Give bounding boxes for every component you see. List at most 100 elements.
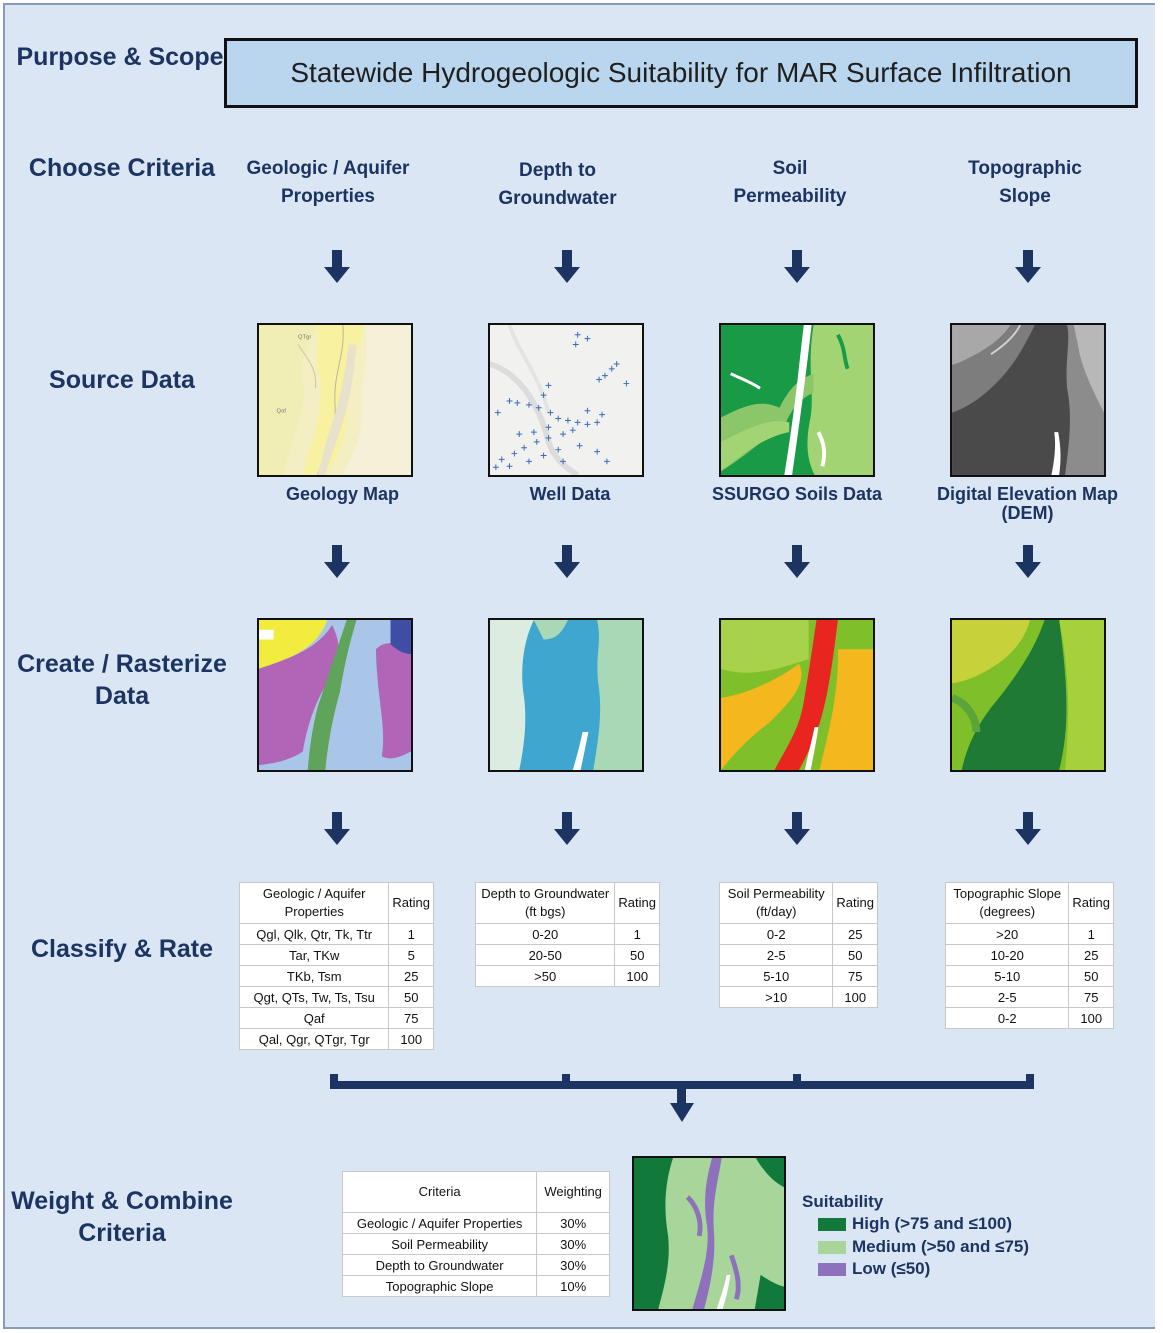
well-marker: [623, 380, 630, 387]
table-cell: 75: [832, 965, 878, 987]
well-data-thumbnail: [488, 323, 644, 477]
well-markers: [492, 331, 630, 471]
step-purpose-scope: Purpose & Scope: [16, 43, 224, 71]
table-row: 0-2 25: [718, 923, 878, 945]
slope-rating-table: Topographic Slope (degrees) Rating >20 1 10-…: [944, 882, 1114, 1029]
well-marker: [560, 458, 566, 465]
well-marker: [584, 421, 591, 428]
well-marker: [565, 417, 571, 424]
well-marker: [535, 404, 542, 411]
well-marker: [521, 444, 528, 451]
source-geology-caption: Geology Map: [285, 484, 399, 504]
table-row: 10-20 25: [944, 944, 1114, 966]
table-cell: 5-10: [718, 965, 834, 987]
well-marker: [526, 401, 532, 408]
table-header-row: Depth to Groundwater (ft bgs) Rating: [474, 882, 660, 924]
well-marker: [572, 341, 579, 348]
well-marker: [494, 409, 501, 416]
well-marker: [596, 376, 603, 383]
source-dem-caption: Digital Elevation Map (DEM): [936, 484, 1119, 523]
well-marker: [613, 361, 620, 367]
table-cell: 2-5: [944, 986, 1070, 1008]
legend-label-high: High (>75 and ≤100): [852, 1214, 1013, 1233]
table-row: 2-5 50: [718, 944, 878, 966]
table-cell: 0-2: [718, 923, 834, 945]
geology-rating-table: Geologic / Aquifer Properties Rating Qgl, …: [238, 882, 434, 1050]
geo-map-label-a: QTgr: [298, 335, 311, 341]
table-cell: 50: [614, 944, 660, 966]
table-cell: Depth to Groundwater: [341, 1254, 538, 1276]
legend-swatch-medium: [818, 1240, 846, 1254]
source-well-caption: Well Data: [529, 484, 611, 504]
well-marker: [576, 442, 583, 449]
table-header-cell: Weighting: [536, 1171, 610, 1213]
well-marker: [569, 427, 576, 434]
well-marker: [599, 411, 605, 418]
table-header-cell: Rating: [832, 882, 878, 924]
soil-rating-table: Soil Permeability (ft/day) Rating 0-2 25 2-5…: [718, 882, 878, 1008]
well-marker: [498, 456, 505, 463]
legend-label-medium: Medium (>50 and ≤75): [852, 1237, 1030, 1256]
title-box: Statewide Hydrogeologic Suitability for …: [224, 38, 1138, 108]
table-cell: 30%: [536, 1233, 610, 1255]
table-cell: 30%: [536, 1212, 610, 1234]
well-marker: [594, 448, 601, 455]
geology-map-thumbnail: QTgr Qaf: [257, 323, 413, 477]
well-marker: [594, 419, 601, 426]
table-cell: 0-20: [474, 923, 616, 945]
table-row: Qgl, Qlk, Qtr, Tk, Ttr 1: [238, 923, 434, 945]
table-cell: 100: [614, 965, 660, 987]
step-weight-combine: Weight & Combine Criteria: [11, 1187, 233, 1247]
well-marker: [516, 431, 523, 438]
table-cell: 10%: [536, 1275, 610, 1297]
table-cell: 1: [614, 923, 660, 945]
depth-raster-thumbnail: [488, 618, 644, 772]
table-header-row: Geologic / Aquifer Properties Rating: [238, 882, 434, 924]
table-header-cell: Soil Permeability (ft/day): [718, 882, 834, 924]
well-marker: [547, 409, 554, 416]
well-marker: [506, 398, 513, 404]
well-marker: [560, 431, 566, 438]
step-create-rasterize: Create / Rasterize Data: [17, 650, 227, 710]
table-header-row: Criteria Weighting: [341, 1171, 610, 1213]
well-marker: [584, 335, 591, 342]
table-cell: 25: [1068, 944, 1114, 966]
legend-swatch-low: [818, 1262, 846, 1276]
depth-rating-table: Depth to Groundwater (ft bgs) Rating 0-20 1…: [474, 882, 660, 987]
table-cell: 100: [832, 986, 878, 1008]
table-row: 20-50 50: [474, 944, 660, 966]
table-header-cell: Rating: [388, 882, 434, 924]
well-marker: [540, 392, 547, 399]
table-cell: >20: [944, 923, 1070, 945]
combine-connector: [330, 1074, 1034, 1122]
table-cell: Qgl, Qlk, Qtr, Tk, Ttr: [238, 923, 390, 945]
table-row: >50 100: [474, 965, 660, 987]
table-cell: 2-5: [718, 944, 834, 966]
well-marker: [545, 424, 552, 431]
table-header-row: Topographic Slope (degrees) Rating: [944, 882, 1114, 924]
table-row: Tar, TKw 5: [238, 944, 434, 966]
table-header-cell: Rating: [614, 882, 660, 924]
slope-raster-thumbnail: [950, 618, 1106, 772]
dem-thumbnail: [950, 323, 1106, 477]
well-marker: [574, 419, 581, 426]
criterion-soil: Soil Permeability: [733, 158, 847, 207]
criterion-geologic: Geologic / Aquifer Properties: [246, 158, 410, 207]
table-row: Qaf 75: [238, 1007, 434, 1029]
arrow-row-2: [324, 545, 1041, 578]
table-cell: Qgt, QTs, Tw, Ts, Tsu: [238, 986, 390, 1008]
table-header-cell: Rating: [1068, 882, 1114, 924]
table-cell: 1: [388, 923, 434, 945]
table-cell: Soil Permeability: [341, 1233, 538, 1255]
well-marker: [545, 382, 552, 389]
table-row: Geologic / Aquifer Properties 30%: [341, 1212, 610, 1234]
legend-item-high: High (>75 and ≤100): [818, 1214, 1012, 1234]
legend-swatch-high: [818, 1217, 846, 1231]
table-row: 0-2 100: [944, 1007, 1114, 1029]
well-marker: [540, 452, 547, 459]
table-row: >10 100: [718, 986, 878, 1008]
well-marker: [514, 400, 521, 406]
table-row: Soil Permeability 30%: [341, 1233, 610, 1255]
table-row: Qal, Qgr, QTgr, Tgr 100: [238, 1028, 434, 1050]
